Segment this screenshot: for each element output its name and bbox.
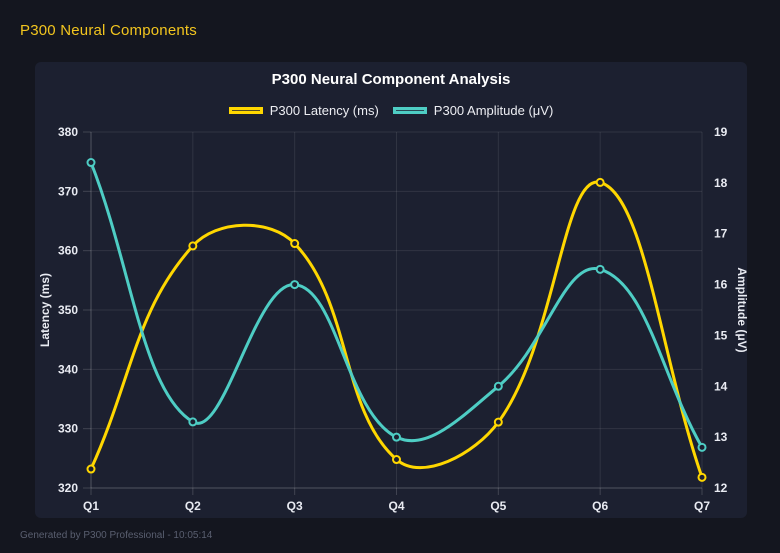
data-point-series-0[interactable] — [86, 464, 96, 474]
data-point-series-1[interactable] — [595, 264, 605, 274]
left-axis-title: Latency (ms) — [38, 273, 52, 347]
page-title: P300 Neural Components — [20, 22, 198, 39]
x-axis-tick-label: Q7 — [694, 499, 710, 513]
data-point-series-0[interactable] — [290, 239, 300, 249]
x-axis-tick-label: Q4 — [388, 499, 404, 513]
chart-canvas: 320 330 340 350 360 370 380 12 13 14 15 16 17 18 19 Q1 Q… — [38, 125, 747, 513]
x-axis-tick-label: Q1 — [83, 499, 99, 513]
x-axis-tick-label: Q2 — [185, 499, 201, 513]
x-axis-tick-label: Q6 — [592, 499, 608, 513]
data-point-series-1[interactable] — [188, 417, 198, 427]
chart-legend: P300 Latency (ms) P300 Amplitude (μV) — [35, 103, 747, 118]
right-axis-tick-label: 19 — [714, 125, 728, 139]
data-point-series-1[interactable] — [290, 280, 300, 290]
data-point-series-1[interactable] — [697, 442, 707, 452]
data-point-series-1[interactable] — [392, 432, 401, 442]
data-point-series-0[interactable] — [493, 417, 503, 427]
x-axis-tick-label: Q3 — [287, 499, 303, 513]
right-axis-tick-label: 12 — [714, 481, 728, 495]
amplitude-legend-swatch — [392, 107, 427, 114]
left-axis-tick-label: 380 — [58, 125, 78, 139]
right-axis-tick-label: 15 — [714, 328, 728, 342]
legend-item-latency[interactable]: P300 Latency (ms) — [228, 103, 379, 118]
right-axis-title: Amplitude (μV) — [735, 267, 747, 352]
left-axis-tick-label: 360 — [58, 244, 78, 258]
left-axis-tick-label: 330 — [58, 422, 78, 436]
right-axis-tick-label: 16 — [714, 278, 728, 292]
right-axis-tick-label: 13 — [714, 430, 728, 444]
left-axis-tick-label: 350 — [58, 303, 78, 317]
right-axis-tick-label: 17 — [714, 227, 728, 241]
data-point-series-0[interactable] — [595, 177, 605, 187]
data-point-series-0[interactable] — [392, 455, 401, 465]
x-axis-tick-label: Q5 — [490, 499, 506, 513]
right-axis-tick-label: 14 — [714, 379, 728, 393]
left-axis-tick-label: 340 — [58, 362, 78, 376]
data-point-series-0[interactable] — [697, 472, 707, 482]
chart-panel: P300 Neural Component Analysis P300 Late… — [35, 62, 747, 518]
legend-label-latency: P300 Latency (ms) — [269, 103, 379, 118]
data-point-series-1[interactable] — [86, 158, 96, 168]
latency-legend-swatch — [228, 107, 263, 114]
generated-footer: Generated by P300 Professional - 10:05:1… — [20, 530, 213, 541]
legend-label-amplitude: P300 Amplitude (μV) — [433, 103, 554, 118]
legend-item-amplitude[interactable]: P300 Amplitude (μV) — [392, 103, 554, 118]
left-axis-tick-label: 370 — [58, 184, 78, 198]
chart-title: P300 Neural Component Analysis — [271, 71, 511, 88]
left-axis-tick-label: 320 — [58, 481, 78, 495]
right-axis-tick-label: 18 — [714, 176, 728, 190]
data-point-series-1[interactable] — [493, 381, 503, 391]
data-point-series-0[interactable] — [188, 241, 198, 251]
